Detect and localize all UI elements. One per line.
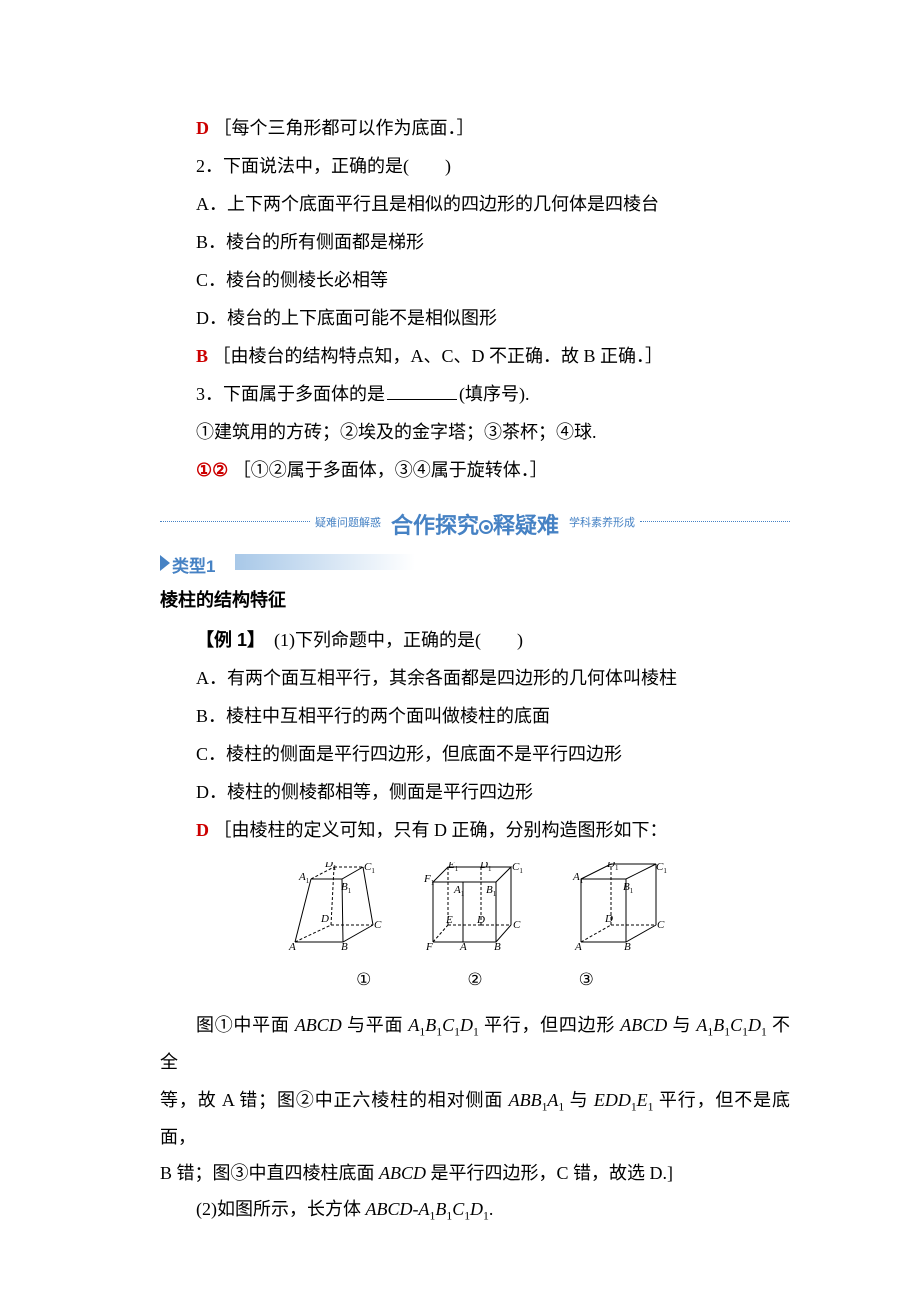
- svg-text:C: C: [374, 919, 382, 931]
- ex1-opt-c: C．棱柱的侧面是平行四边形，但底面不是平行四边形: [160, 736, 790, 772]
- svg-text:D1: D1: [606, 862, 619, 872]
- ex1-opt-b: B．棱柱中互相平行的两个面叫做棱柱的底面: [160, 698, 790, 734]
- diagram-3: A B C D A1 B1 C1 D1: [561, 862, 676, 957]
- diagram-1: A B C D A1 B1 C1 D1: [275, 862, 390, 957]
- svg-text:C1: C1: [512, 862, 523, 875]
- svg-text:C1: C1: [364, 862, 375, 875]
- opt-2a: A．上下两个底面平行且是相似的四边形的几何体是四棱台: [160, 186, 790, 222]
- diagram-2: FABCDE F1 A1 B1 C1 D1 E1: [418, 862, 533, 957]
- answer-line-2: B ［由棱台的结构特点知，A、C、D 不正确．故 B 正确．］: [160, 338, 790, 374]
- svg-text:D: D: [320, 913, 329, 925]
- answer-explain: ［由棱柱的定义可知，只有 D 正确，分别构造图形如下：: [214, 820, 668, 840]
- fill-blank: [387, 382, 457, 400]
- answer-letter: D: [196, 820, 209, 840]
- svg-text:C: C: [657, 919, 665, 931]
- banner-small-left: 疑难问题解惑: [315, 512, 381, 534]
- question-3: 3．下面属于多面体的是(填序号).: [160, 376, 790, 412]
- triangle-icon: [160, 555, 170, 571]
- answer-line-3: ①② ［①②属于多面体，③④属于旋转体．］: [160, 452, 790, 488]
- svg-text:E1: E1: [447, 862, 459, 873]
- question-3-items: ①建筑用的方砖；②埃及的金字塔；③茶杯；④球.: [160, 414, 790, 450]
- gradient-bar: [235, 554, 415, 570]
- svg-text:D1: D1: [479, 862, 492, 873]
- svg-text:A1: A1: [572, 871, 584, 885]
- ex1-answer: D ［由棱柱的定义可知，只有 D 正确，分别构造图形如下：: [160, 812, 790, 848]
- svg-text:C: C: [513, 919, 521, 931]
- opt-2d: D．棱台的上下底面可能不是相似图形: [160, 300, 790, 336]
- svg-text:C1: C1: [656, 862, 667, 875]
- ex1-opt-d: D．棱柱的侧棱都相等，侧面是平行四边形: [160, 774, 790, 810]
- svg-text:B1: B1: [341, 881, 352, 895]
- answer-explain: ［每个三角形都可以作为底面．］: [214, 118, 475, 138]
- svg-text:F1: F1: [423, 873, 435, 887]
- svg-text:B1: B1: [623, 881, 634, 895]
- svg-text:D: D: [604, 913, 613, 925]
- svg-text:A1: A1: [298, 871, 310, 885]
- type-badge-text: 类型1: [172, 550, 215, 584]
- answer-explain: ［由棱台的结构特点知，A、C、D 不正确．故 B 正确．］: [213, 346, 664, 366]
- example1-head: 【例 1】 (1)下列命题中，正确的是( ): [160, 622, 790, 658]
- answer-letter: D: [196, 118, 209, 138]
- ex1-opt-a: A．有两个面互相平行，其余各面都是四边形的几何体叫棱柱: [160, 660, 790, 696]
- opt-2b: B．棱台的所有侧面都是梯形: [160, 224, 790, 260]
- ex1-paragraph: 图①中平面 ABCD 与平面 A1B1C1D1 平行，但四边形 ABCD 与 A…: [160, 1007, 790, 1080]
- answer-letter: ①②: [196, 460, 228, 480]
- banner-title: 合作探究释疑难: [391, 504, 559, 548]
- question-2: 2．下面说法中，正确的是( ): [160, 148, 790, 184]
- diagram-labels: ① ② ③: [160, 963, 790, 997]
- svg-text:B: B: [341, 941, 348, 953]
- opt-2c: C．棱台的侧棱长必相等: [160, 262, 790, 298]
- svg-text:D1: D1: [324, 862, 337, 872]
- svg-text:B1: B1: [486, 884, 497, 898]
- svg-text:B: B: [494, 941, 501, 953]
- answer-line: D ［每个三角形都可以作为底面．］: [160, 110, 790, 146]
- type1-title: 棱柱的结构特征: [160, 582, 790, 618]
- svg-text:A: A: [288, 941, 296, 953]
- ex1-part2: (2)如图所示，长方体 ABCD-A1B1C1D1.: [160, 1191, 790, 1228]
- svg-text:F: F: [425, 941, 433, 953]
- answer-explain: ［①②属于多面体，③④属于旋转体．］: [233, 460, 548, 480]
- type-badge: 类型1: [160, 550, 440, 576]
- svg-text:D: D: [476, 914, 485, 926]
- ring-icon: [479, 520, 493, 534]
- svg-text:B: B: [624, 941, 631, 953]
- svg-text:A: A: [459, 941, 467, 953]
- svg-text:A: A: [574, 941, 582, 953]
- ex1-paragraph-3: B 错；图③中直四棱柱底面 ABCD 是平行四边形，C 错，故选 D.]: [160, 1155, 790, 1191]
- diagram-row: ABCD A1 B1 C1 D1 FABCDE F1 A1 B1 C1: [160, 862, 790, 957]
- banner-small-right: 学科素养形成: [569, 512, 635, 534]
- svg-text:E: E: [445, 914, 453, 926]
- section-banner: 疑难问题解惑 合作探究释疑难 学科素养形成: [160, 506, 790, 536]
- ex1-paragraph-2: 等，故 A 错；图②中正六棱柱的相对侧面 ABB1A1 与 EDD1E1 平行，…: [160, 1082, 790, 1155]
- answer-letter: B: [196, 346, 208, 366]
